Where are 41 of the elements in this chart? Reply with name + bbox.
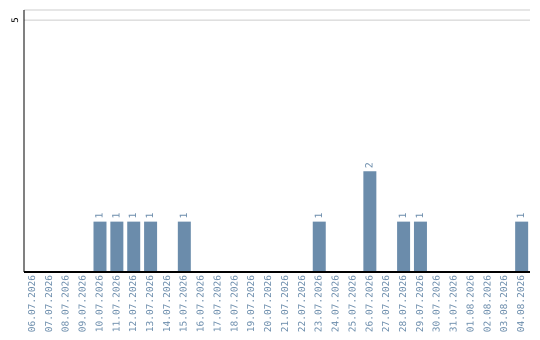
x-tick-label: 27.07.2026: [381, 274, 392, 332]
data-label: 1: [314, 212, 325, 219]
data-label: 1: [145, 212, 156, 219]
x-tick-label: 14.07.2026: [162, 274, 173, 332]
x-tick-label: 07.07.2026: [44, 274, 55, 332]
x-tick-label: 12.07.2026: [128, 274, 140, 332]
x-tick-label: 10.07.2026: [94, 274, 106, 332]
data-label: 1: [178, 212, 190, 219]
x-tick-label: 21.07.2026: [280, 274, 291, 332]
x-tick-label: 09.07.2026: [78, 274, 89, 332]
x-tick-label: 02.08.2026: [482, 274, 494, 332]
x-tick-label: 18.07.2026: [229, 274, 240, 332]
x-tick-label: 20.07.2026: [263, 274, 274, 332]
data-label: 1: [111, 212, 122, 219]
x-tick-label: 08.07.2026: [60, 274, 72, 332]
x-tick-label: 22.07.2026: [296, 274, 308, 332]
x-tick-label: 28.07.2026: [398, 274, 409, 332]
x-tick-label: 24.07.2026: [330, 274, 342, 332]
x-tick-label: 15.07.2026: [178, 274, 190, 332]
x-tick-label: 19.07.2026: [246, 274, 258, 332]
x-tick-label: 16.07.2026: [196, 274, 207, 332]
x-tick-label: 01.08.2026: [465, 274, 476, 332]
x-tick-label: 25.07.2026: [347, 274, 358, 332]
x-tick-label: 17.07.2026: [212, 274, 224, 332]
y-tick-label: 5: [11, 17, 21, 23]
data-label: 1: [414, 212, 426, 219]
x-tick-label: 03.08.2026: [499, 274, 510, 332]
x-tick-label: 04.08.2026: [516, 274, 528, 332]
data-label: 2: [364, 162, 376, 168]
x-tick-label: 23.07.2026: [314, 274, 325, 332]
x-tick-label: 13.07.2026: [145, 274, 156, 332]
data-label: 1: [398, 212, 410, 219]
x-tick-label: 26.07.2026: [364, 274, 376, 332]
data-label: 1: [516, 212, 528, 219]
x-tick-label: 29.07.2026: [414, 274, 426, 332]
data-label: 1: [128, 212, 140, 219]
x-tick-label: 11.07.2026: [111, 274, 122, 332]
x-tick-label: 31.07.2026: [448, 274, 460, 332]
data-label: 1: [94, 212, 106, 219]
x-tick-label: 30.07.2026: [432, 274, 443, 332]
x-tick-label: 06.07.2026: [26, 274, 38, 332]
